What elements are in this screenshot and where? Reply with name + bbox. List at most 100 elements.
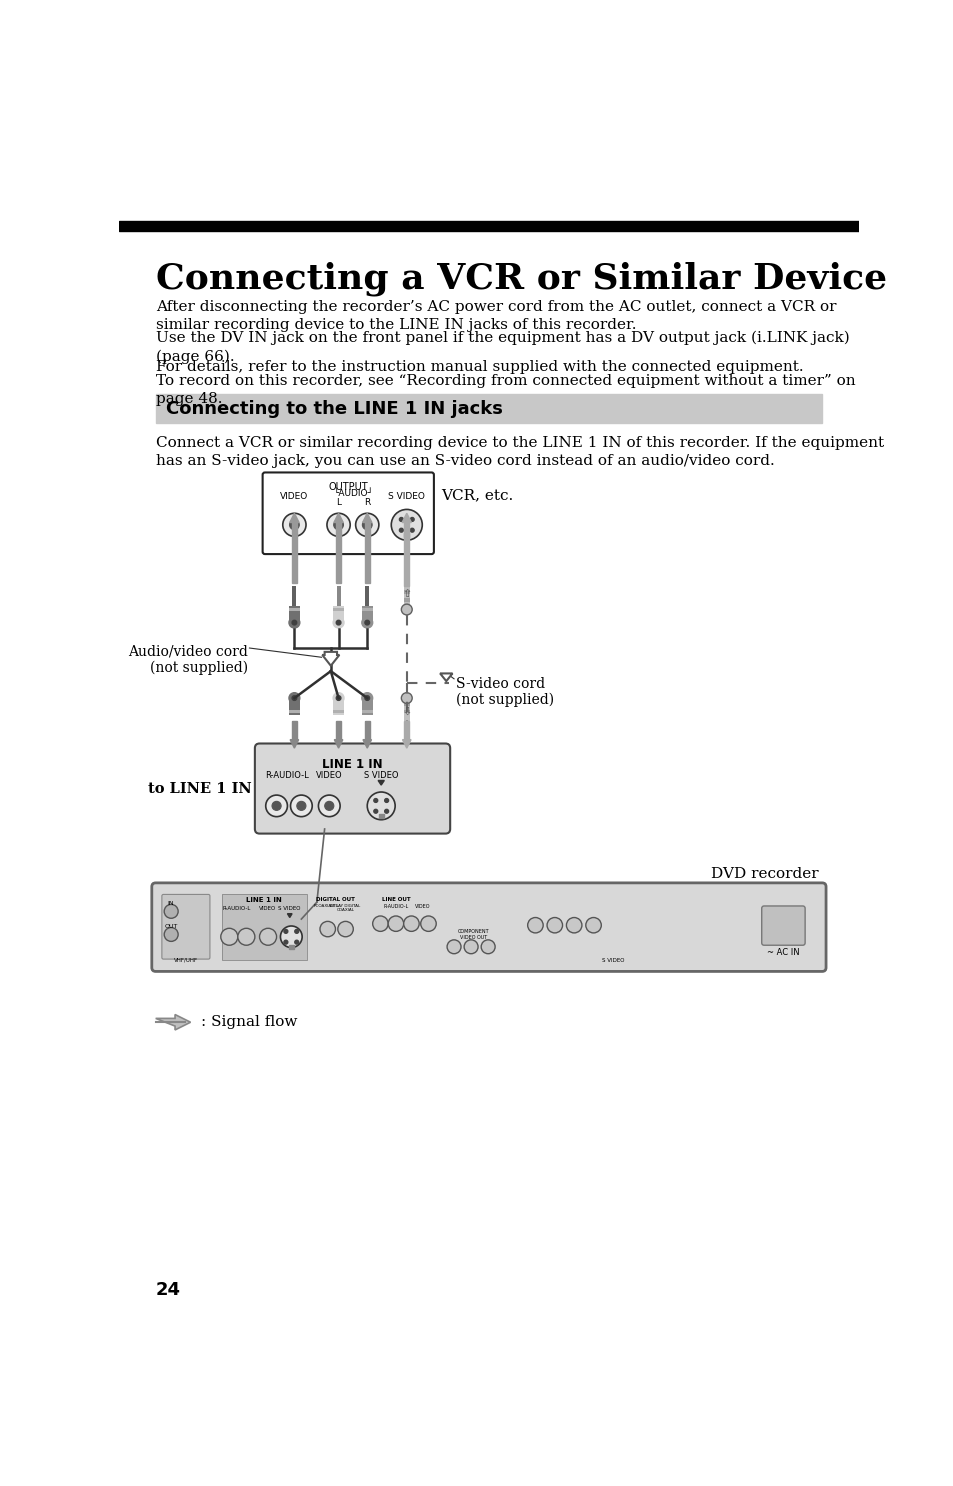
Circle shape <box>410 517 414 522</box>
Circle shape <box>291 795 312 817</box>
Text: └AUDIO┘: └AUDIO┘ <box>333 489 373 498</box>
Bar <box>404 522 409 587</box>
Circle shape <box>296 801 306 810</box>
Bar <box>403 587 410 609</box>
Bar <box>293 587 296 606</box>
FancyArrow shape <box>322 652 339 666</box>
Text: VIDEO: VIDEO <box>315 771 342 780</box>
Circle shape <box>318 795 340 817</box>
Bar <box>336 587 340 606</box>
Text: OUTPUT: OUTPUT <box>328 483 368 492</box>
Bar <box>404 721 409 740</box>
Circle shape <box>362 520 372 529</box>
Bar <box>361 698 373 715</box>
Circle shape <box>289 692 299 703</box>
Polygon shape <box>362 740 371 747</box>
Text: Connecting a VCR or Similar Device: Connecting a VCR or Similar Device <box>155 262 886 296</box>
Circle shape <box>365 620 369 626</box>
FancyArrow shape <box>439 673 452 681</box>
Circle shape <box>237 929 254 945</box>
Text: R-AUDIO-L: R-AUDIO-L <box>383 903 408 908</box>
Circle shape <box>333 617 344 629</box>
Bar <box>336 721 340 740</box>
Text: ~ AC IN: ~ AC IN <box>766 948 799 957</box>
Bar <box>293 721 296 740</box>
Bar <box>289 710 299 713</box>
Text: VCR, etc.: VCR, etc. <box>440 489 513 502</box>
Circle shape <box>289 617 299 629</box>
Bar <box>403 701 410 706</box>
Circle shape <box>337 921 353 936</box>
Text: Connecting to the LINE 1 IN jacks: Connecting to the LINE 1 IN jacks <box>166 400 502 418</box>
Circle shape <box>546 917 562 933</box>
Bar <box>403 698 410 721</box>
Circle shape <box>410 529 414 532</box>
Text: LINE 1 IN: LINE 1 IN <box>322 758 382 771</box>
Bar <box>221 895 307 960</box>
Text: ⇧: ⇧ <box>401 588 411 599</box>
Circle shape <box>164 905 178 918</box>
Bar <box>403 710 410 713</box>
Circle shape <box>367 792 395 820</box>
Circle shape <box>289 520 299 529</box>
Polygon shape <box>402 740 411 747</box>
Circle shape <box>284 929 288 933</box>
Circle shape <box>361 617 373 629</box>
Bar <box>365 587 369 606</box>
Circle shape <box>420 915 436 932</box>
Text: To record on this recorder, see “Recording from connected equipment without a ti: To record on this recorder, see “Recordi… <box>155 374 855 406</box>
Text: DIGITAL OUT: DIGITAL OUT <box>315 896 355 902</box>
Circle shape <box>464 939 477 954</box>
Circle shape <box>282 513 306 536</box>
Text: VHF/UHF: VHF/UHF <box>173 957 198 963</box>
Circle shape <box>280 926 302 948</box>
Text: DELAY DIGITAL
COAXIAL: DELAY DIGITAL COAXIAL <box>330 903 360 912</box>
Polygon shape <box>377 780 384 785</box>
Circle shape <box>334 520 343 529</box>
Bar <box>404 533 409 536</box>
Circle shape <box>403 915 418 932</box>
Circle shape <box>272 801 281 810</box>
Circle shape <box>399 529 403 532</box>
Text: PCOAXIALT'L: PCOAXIALT'L <box>313 903 338 908</box>
Circle shape <box>401 692 412 703</box>
Text: For details, refer to the instruction manual supplied with the connected equipme: For details, refer to the instruction ma… <box>155 360 802 374</box>
Circle shape <box>220 929 237 945</box>
Polygon shape <box>290 513 298 523</box>
Text: OUT: OUT <box>164 924 177 929</box>
Circle shape <box>399 517 403 522</box>
Text: 24: 24 <box>155 1281 180 1299</box>
Bar <box>333 698 344 715</box>
Circle shape <box>365 695 369 700</box>
Circle shape <box>335 620 340 626</box>
Text: After disconnecting the recorder’s AC power cord from the AC outlet, connect a V: After disconnecting the recorder’s AC po… <box>155 300 835 333</box>
Text: VIDEO: VIDEO <box>280 492 308 501</box>
Text: R-AUDIO-L: R-AUDIO-L <box>265 771 309 780</box>
Text: : Signal flow: : Signal flow <box>200 1015 296 1030</box>
Text: R-AUDIO-L: R-AUDIO-L <box>223 906 251 911</box>
Bar <box>361 710 373 713</box>
Circle shape <box>527 917 542 933</box>
Circle shape <box>447 939 460 954</box>
Circle shape <box>401 605 412 615</box>
Circle shape <box>292 695 296 700</box>
Circle shape <box>374 798 377 802</box>
Circle shape <box>384 798 388 802</box>
Bar <box>155 394 821 424</box>
Text: R: R <box>364 498 370 507</box>
FancyBboxPatch shape <box>254 743 450 834</box>
Text: S VIDEO: S VIDEO <box>278 906 301 911</box>
Bar <box>221 895 307 960</box>
Bar <box>335 721 341 740</box>
Bar <box>289 698 299 715</box>
Bar <box>292 522 296 583</box>
Bar <box>364 721 370 740</box>
Circle shape <box>294 941 298 944</box>
Circle shape <box>374 810 377 813</box>
Bar <box>333 710 344 713</box>
Text: VIDEO OUT: VIDEO OUT <box>459 935 487 941</box>
Circle shape <box>585 917 600 933</box>
Polygon shape <box>290 740 298 747</box>
Text: Use the DV IN jack on the front panel if the equipment has a DV output jack (i.L: Use the DV IN jack on the front panel if… <box>155 331 848 364</box>
Bar <box>333 606 344 623</box>
